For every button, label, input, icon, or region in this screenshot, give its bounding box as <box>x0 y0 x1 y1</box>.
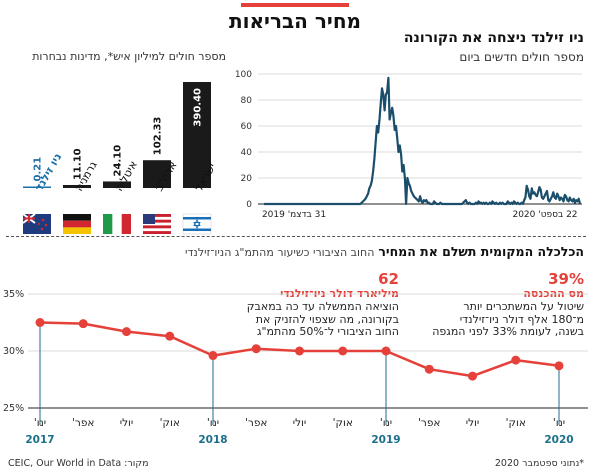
data-point <box>424 364 434 374</box>
bar-2 <box>103 181 131 188</box>
y-tick-label: 40 <box>241 148 253 158</box>
x-tick-label: ינו' <box>553 417 565 429</box>
callout-tax-line-3: בשנה, לעומת 33% לפני המגפה <box>432 325 584 339</box>
x-tick-label: יולי <box>120 417 134 429</box>
data-point <box>381 346 391 356</box>
callout-spending-value: 62 <box>378 270 399 288</box>
data-point <box>295 346 304 356</box>
y-tick-label: 60 <box>241 122 253 132</box>
debt-chart: 25% 30% 35% ינו' אפר' יולי אוק' ינו' אפר' יולי או… <box>3 289 588 446</box>
bar-1 <box>143 160 171 188</box>
x-tick-label: יולי <box>293 417 307 429</box>
section-divider <box>6 236 586 237</box>
footer-note: *נתוני ספטמבר 2020 <box>494 458 584 469</box>
callout-tax-line-1: שיטול על המשתכרים יותר <box>463 299 584 313</box>
economy-title-bold: הכלכלה המקומית תשלם את המחיר <box>378 244 584 259</box>
callout-tax-value: 39% <box>548 270 584 288</box>
y-tick-label: 30% <box>3 346 24 357</box>
x-tick-label: אוק' <box>333 417 353 429</box>
flag-germany-icon <box>63 214 91 234</box>
data-point <box>35 318 45 327</box>
data-point <box>338 346 348 356</box>
data-point <box>554 361 564 371</box>
callout-spending-line-2: בקורונה, מה שצפוי להזניק את <box>255 312 399 326</box>
y-tick-label: 0 <box>246 200 252 210</box>
callout-tax: 39% מס ההכנסה שיטול על המשתכרים יותר מ־1… <box>414 270 584 339</box>
footer-source: מקור: CEIC, Our World in Data <box>8 458 149 469</box>
y-tick-label: 20 <box>241 174 253 184</box>
bar-value-label: 11.10 <box>73 148 84 180</box>
callout-spending-line-3: החוב הציבורי ל־50% מהתמ"ג <box>256 325 399 339</box>
x-year-label: 2019 <box>371 434 400 446</box>
x-year-label: 2018 <box>198 434 227 446</box>
callout-tax-line-2: מ־180 אלף דולר ניו־זילנדי <box>459 312 584 326</box>
data-point <box>165 331 175 341</box>
x-tick-label: אוק' <box>506 417 526 429</box>
data-point <box>511 355 521 365</box>
x-start-label: 31 בדצמ' 2019 <box>262 210 326 220</box>
data-point <box>78 319 88 329</box>
y-tick-label: 100 <box>235 70 252 80</box>
bar-3 <box>63 184 91 188</box>
x-tick-label: אפר' <box>72 417 94 429</box>
data-point <box>468 371 477 381</box>
x-end-label: 22 בספט' 2020 <box>512 210 577 220</box>
flag-usa-icon <box>143 214 171 234</box>
header-accent-bar <box>241 3 349 7</box>
x-year-label: 2017 <box>25 434 54 446</box>
y-tick-label: 25% <box>3 403 24 414</box>
x-tick-label: אפר' <box>418 417 440 429</box>
x-tick-label: אוק' <box>160 417 180 429</box>
x-tick-label: יולי <box>466 417 480 429</box>
x-tick-label: אפר' <box>245 417 267 429</box>
economy-title-light: החוב הציבורי כשיעור מהתמ"ג הניו־זילנדי <box>184 246 375 259</box>
bar-value-label: 102.33 <box>153 117 164 156</box>
x-tick-label: ינו' <box>207 417 219 429</box>
daily-cases-chart: 100 80 60 40 20 0 31 בדצמ' 2019 22 בספט' 2020 <box>235 70 582 220</box>
data-point <box>208 351 218 361</box>
flag-israel-icon <box>182 213 212 235</box>
daily-cases-title: ניו זילנד ניצחה את הקורונה <box>403 30 584 46</box>
callout-spending-line-1: הוציאה הממשלה עד כה במאבק <box>246 299 399 313</box>
economy-title: הכלכלה המקומית תשלם את המחיר החוב הציבור… <box>185 244 584 259</box>
x-tick-label: ינו' <box>34 417 46 429</box>
countries-title: מספר חולים למיליון איש*, מדינות נבחרות <box>32 50 226 63</box>
country-bar-chart: 390.40ישראל102.33ארה"ב24.10איטליה11.10גר… <box>22 82 219 235</box>
bar-value-label: 24.10 <box>113 145 124 177</box>
bar-0 <box>183 82 211 188</box>
daily-cases-axis-group: 100 80 60 40 20 0 <box>235 70 582 210</box>
bar-4 <box>23 186 51 188</box>
flag-italy-icon <box>103 214 131 234</box>
daily-cases-line <box>264 76 582 206</box>
page-title: מחיר הבריאות <box>228 9 362 33</box>
flag-new-zealand-icon <box>22 213 51 234</box>
x-year-label: 2020 <box>544 434 573 446</box>
y-tick-label: 35% <box>3 289 24 300</box>
x-tick-label: ינו' <box>380 417 392 429</box>
bar-value-label: 0.21 <box>33 157 44 182</box>
bar-value-label: 390.40 <box>193 88 204 127</box>
callout-spending: 62 מיליארד דולר ניו־זילנדי הוציאה הממשלה… <box>229 270 399 339</box>
data-point <box>122 327 131 337</box>
data-point <box>251 344 261 354</box>
y-tick-label: 80 <box>241 96 253 106</box>
daily-cases-subtitle: מספר חולים חדשים ביום <box>459 50 584 64</box>
